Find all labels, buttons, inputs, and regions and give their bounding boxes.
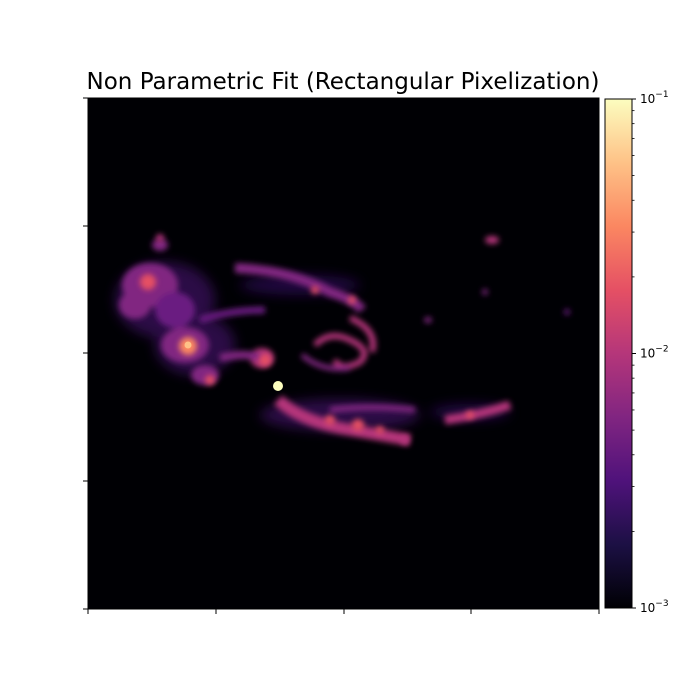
- colorbar: 10−310−210−1: [604, 90, 669, 615]
- colorbar-tick-exponent: −2: [655, 345, 668, 355]
- y-axis-ticks: [83, 97, 88, 610]
- colorbar-tick-label: 10−2: [640, 345, 669, 361]
- colorbar-tick-base: 10: [640, 347, 655, 361]
- colorbar-ticks: 10−310−210−1: [632, 90, 669, 615]
- reconstruction-image: [115, 234, 570, 446]
- x-axis-ticks: [87, 609, 600, 614]
- colorbar-tick-label: 10−3: [640, 599, 669, 615]
- colorbar-gradient: [604, 98, 633, 609]
- colorbar-tick-base: 10: [640, 601, 655, 615]
- colorbar-tick-exponent: −1: [655, 90, 668, 100]
- colorbar-tick-label: 10−1: [640, 90, 669, 106]
- colorbar-tick-exponent: −3: [655, 599, 668, 609]
- colorbar-tick-base: 10: [640, 92, 655, 106]
- chart-title: Non Parametric Fit (Rectangular Pixeliza…: [87, 69, 600, 95]
